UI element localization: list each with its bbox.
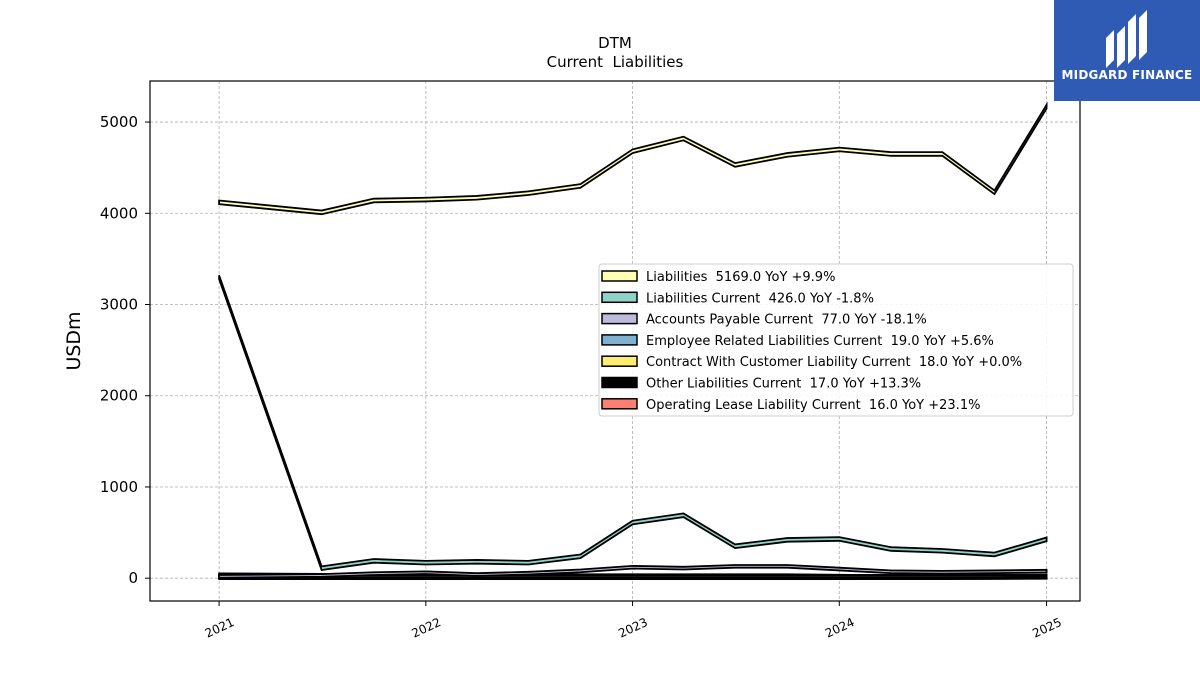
legend-swatch bbox=[601, 376, 638, 389]
legend-label: Contract With Customer Liability Current… bbox=[646, 355, 1022, 370]
legend-label: Employee Related Liabilities Current 19.… bbox=[646, 334, 994, 349]
legend-label: Other Liabilities Current 17.0 YoY +13.3… bbox=[646, 377, 921, 392]
legend-swatch bbox=[601, 355, 638, 367]
legend-label: Accounts Payable Current 77.0 YoY -18.1% bbox=[646, 313, 927, 328]
legend-label: Liabilities Current 426.0 YoY -1.8% bbox=[646, 291, 874, 306]
legend-swatch bbox=[601, 270, 638, 282]
legend-swatch bbox=[601, 334, 638, 346]
series-band bbox=[218, 574, 1048, 579]
plot-frame bbox=[149, 80, 1081, 602]
series-band bbox=[218, 101, 1048, 216]
legend-swatch bbox=[601, 291, 638, 304]
y-tick-label: 4000 bbox=[100, 204, 138, 222]
midgard-logo-icon bbox=[1106, 10, 1147, 68]
x-tick-label: 2023 bbox=[616, 615, 650, 641]
chart-subtitle: Current Liabilities bbox=[547, 53, 684, 71]
x-tick-label: 2024 bbox=[823, 615, 857, 641]
chart-title: DTM bbox=[598, 34, 632, 52]
brand-logo: MIDGARD FINANCE bbox=[1054, 0, 1200, 101]
x-tick-label: 2025 bbox=[1030, 615, 1064, 641]
x-tick-label: 2021 bbox=[203, 615, 237, 641]
series-layer bbox=[218, 101, 1048, 580]
y-tick-label: 2000 bbox=[100, 387, 138, 405]
legend-swatch bbox=[601, 312, 638, 325]
legend-label: Operating Lease Liability Current 16.0 Y… bbox=[646, 398, 980, 413]
legend-label: Liabilities 5169.0 YoY +9.9% bbox=[646, 270, 835, 285]
y-tick-label: 1000 bbox=[100, 478, 138, 496]
y-axis-label: USDm bbox=[63, 311, 85, 370]
series-band bbox=[218, 275, 1048, 571]
legend-swatch bbox=[601, 398, 638, 410]
legend-box bbox=[598, 263, 1074, 417]
y-tick-label: 5000 bbox=[100, 113, 138, 131]
brand-name: MIDGARD FINANCE bbox=[1061, 68, 1193, 82]
y-tick-label: 0 bbox=[128, 569, 138, 587]
series-band bbox=[218, 564, 1048, 579]
x-tick-label: 2022 bbox=[409, 615, 443, 641]
legend: Liabilities 5169.0 YoY +9.9% Liabilities … bbox=[598, 263, 1074, 417]
y-tick-label: 3000 bbox=[100, 296, 138, 314]
